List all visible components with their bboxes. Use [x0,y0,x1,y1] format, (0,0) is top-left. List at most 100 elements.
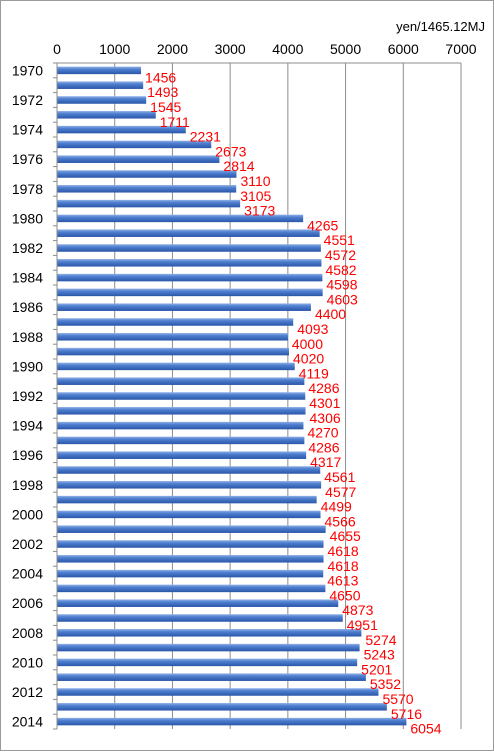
bar [57,599,339,607]
y-tick-label: 1986 [12,299,43,315]
bar [57,273,323,282]
x-tick-label: 4000 [272,41,303,57]
bar [57,259,322,267]
y-tick-label: 1970 [12,62,43,78]
data-label: 4582 [325,262,356,278]
bar [57,362,295,371]
bar [57,481,322,489]
y-tick-label: 2004 [12,566,43,582]
bar [57,584,326,593]
y-tick-label: 2006 [12,595,43,611]
y-tick-label: 1978 [12,181,43,197]
data-label: 4650 [329,587,360,603]
bar [57,229,320,237]
bar [57,244,321,252]
x-tick-label: 0 [53,41,61,57]
data-label: 4286 [308,380,339,396]
y-tick-label: 1972 [12,92,43,108]
bar [57,436,305,445]
bar [57,673,366,681]
data-label: 3105 [240,188,271,204]
bar [57,569,324,578]
data-label: 4566 [325,513,356,529]
data-label: 4655 [330,528,361,544]
y-tick-label: 1976 [12,151,43,167]
bar [57,140,212,149]
data-label: 4951 [347,617,378,633]
y-tick-label: 1988 [12,329,43,345]
bar [57,510,321,519]
bar [57,703,387,711]
x-tick-label: 3000 [215,41,246,57]
data-label: 4618 [328,543,359,559]
data-label: 4317 [310,454,341,470]
data-label: 5716 [391,706,422,722]
data-label: 3173 [244,203,275,219]
data-label: 1545 [150,99,181,115]
y-tick-label: 1996 [12,447,43,463]
x-tick-label: 2000 [157,41,188,57]
data-label: 4093 [297,321,328,337]
data-label: 1493 [147,84,178,100]
x-tick-label: 5000 [330,41,361,57]
bar [57,377,305,385]
y-tick-label: 2000 [12,506,43,522]
bar [57,318,294,326]
y-tick-label: 1994 [12,418,43,434]
data-label: 5243 [364,647,395,663]
bar [57,629,362,637]
data-label: 4020 [293,351,324,367]
bar [57,288,323,297]
y-tick-label: 1984 [12,270,43,286]
bar [57,96,147,104]
bar [57,214,304,223]
bar [57,525,326,533]
bar [57,540,324,548]
data-label: 4577 [325,484,356,500]
bar [57,717,407,726]
x-tick-label: 1000 [99,41,130,57]
y-tick-label: 1980 [12,210,43,226]
bar [57,199,241,208]
bar [57,66,142,75]
x-tick-label: 6000 [388,41,419,57]
data-label: 4301 [309,395,340,411]
data-label: 4265 [307,217,338,233]
y-tick-label: 2002 [12,536,43,552]
data-label: 4572 [325,247,356,263]
y-tick-label: 2014 [12,714,43,730]
data-label: 4306 [310,410,341,426]
y-tick-label: 1974 [12,122,43,138]
bar [57,81,144,89]
y-tick-label: 1982 [12,240,43,256]
data-label: 2814 [223,158,254,174]
bar [57,185,237,193]
bar [57,451,307,459]
bar [57,421,304,430]
data-label: 4561 [324,469,355,485]
unit-label: yen/1465.12MJ [396,19,485,34]
bar [57,555,324,563]
data-label: 4603 [327,291,358,307]
bar [57,155,220,163]
bar [57,303,311,311]
data-label: 1711 [160,114,190,130]
data-label: 4119 [299,365,329,381]
bar [57,125,186,134]
data-label: 4270 [307,425,338,441]
data-label: 3110 [240,173,270,189]
data-label: 4286 [308,439,339,455]
data-label: 4598 [326,277,357,293]
y-tick-label: 2010 [12,654,43,670]
y-tick-label: 1998 [12,477,43,493]
data-label: 5201 [361,661,392,677]
bar [57,170,237,178]
data-label: 2673 [215,143,246,159]
data-label: 4618 [328,558,359,574]
data-label: 4613 [327,573,358,589]
y-tick-label: 1990 [12,358,43,374]
y-tick-label: 2008 [12,625,43,641]
data-label: 5352 [370,676,401,692]
